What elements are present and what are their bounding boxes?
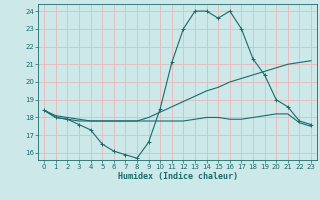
X-axis label: Humidex (Indice chaleur): Humidex (Indice chaleur) bbox=[118, 172, 238, 181]
